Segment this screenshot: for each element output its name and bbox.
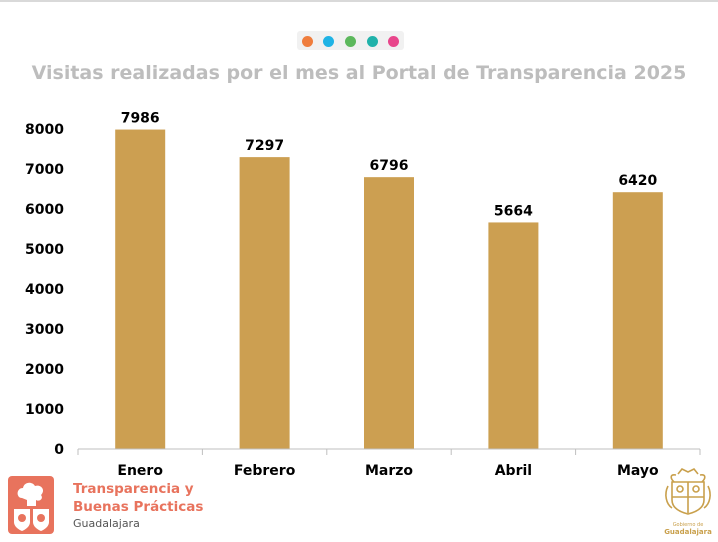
dot-blue: [323, 36, 334, 47]
brand-block: Transparencia y Buenas Prácticas Guadala…: [8, 476, 258, 536]
data-label: 6796: [370, 158, 409, 174]
dot-orange: [302, 36, 313, 47]
bar: [364, 177, 414, 449]
seal-caption-line-1: Gobierno de: [673, 522, 704, 528]
x-category-label: Marzo: [365, 463, 413, 479]
bar: [239, 157, 290, 449]
bar: [612, 192, 663, 449]
y-tick-label: 4000: [25, 282, 64, 298]
seal-caption-line-2: Guadalajara: [664, 528, 712, 536]
brand-line-3: Guadalajara: [73, 517, 140, 530]
x-category-label: Mayo: [617, 463, 659, 479]
color-dots-bar: [297, 31, 404, 50]
y-tick-label: 0: [54, 442, 64, 458]
data-label: 7986: [121, 111, 160, 127]
data-label: 7297: [245, 138, 284, 154]
y-tick-label: 7000: [25, 162, 64, 178]
top-rule: [0, 0, 718, 2]
dot-teal: [367, 36, 378, 47]
dot-green: [345, 36, 356, 47]
bar: [488, 222, 539, 449]
y-tick-label: 5000: [25, 242, 64, 258]
y-tick-label: 1000: [25, 402, 64, 418]
transparency-emblem-icon: [8, 476, 54, 534]
x-category-label: Febrero: [234, 463, 296, 479]
data-label: 6420: [618, 173, 657, 189]
guadalajara-coat-of-arms-icon: Gobierno de Guadalajara: [664, 467, 712, 536]
dot-pink: [388, 36, 399, 47]
brand-line-1: Transparencia y: [73, 481, 194, 497]
y-tick-label: 8000: [25, 122, 64, 138]
brand-line-2: Buenas Prácticas: [73, 499, 204, 515]
bar: [115, 129, 166, 449]
y-tick-label: 6000: [25, 202, 64, 218]
guadalajara-seal: Gobierno de Guadalajara: [660, 466, 716, 538]
chart-title: Visitas realizadas por el mes al Portal …: [31, 62, 687, 84]
y-tick-label: 2000: [25, 362, 64, 378]
data-label: 5664: [494, 203, 533, 219]
y-tick-label: 3000: [25, 322, 64, 338]
x-category-label: Enero: [117, 463, 163, 479]
x-category-label: Abril: [495, 463, 532, 479]
